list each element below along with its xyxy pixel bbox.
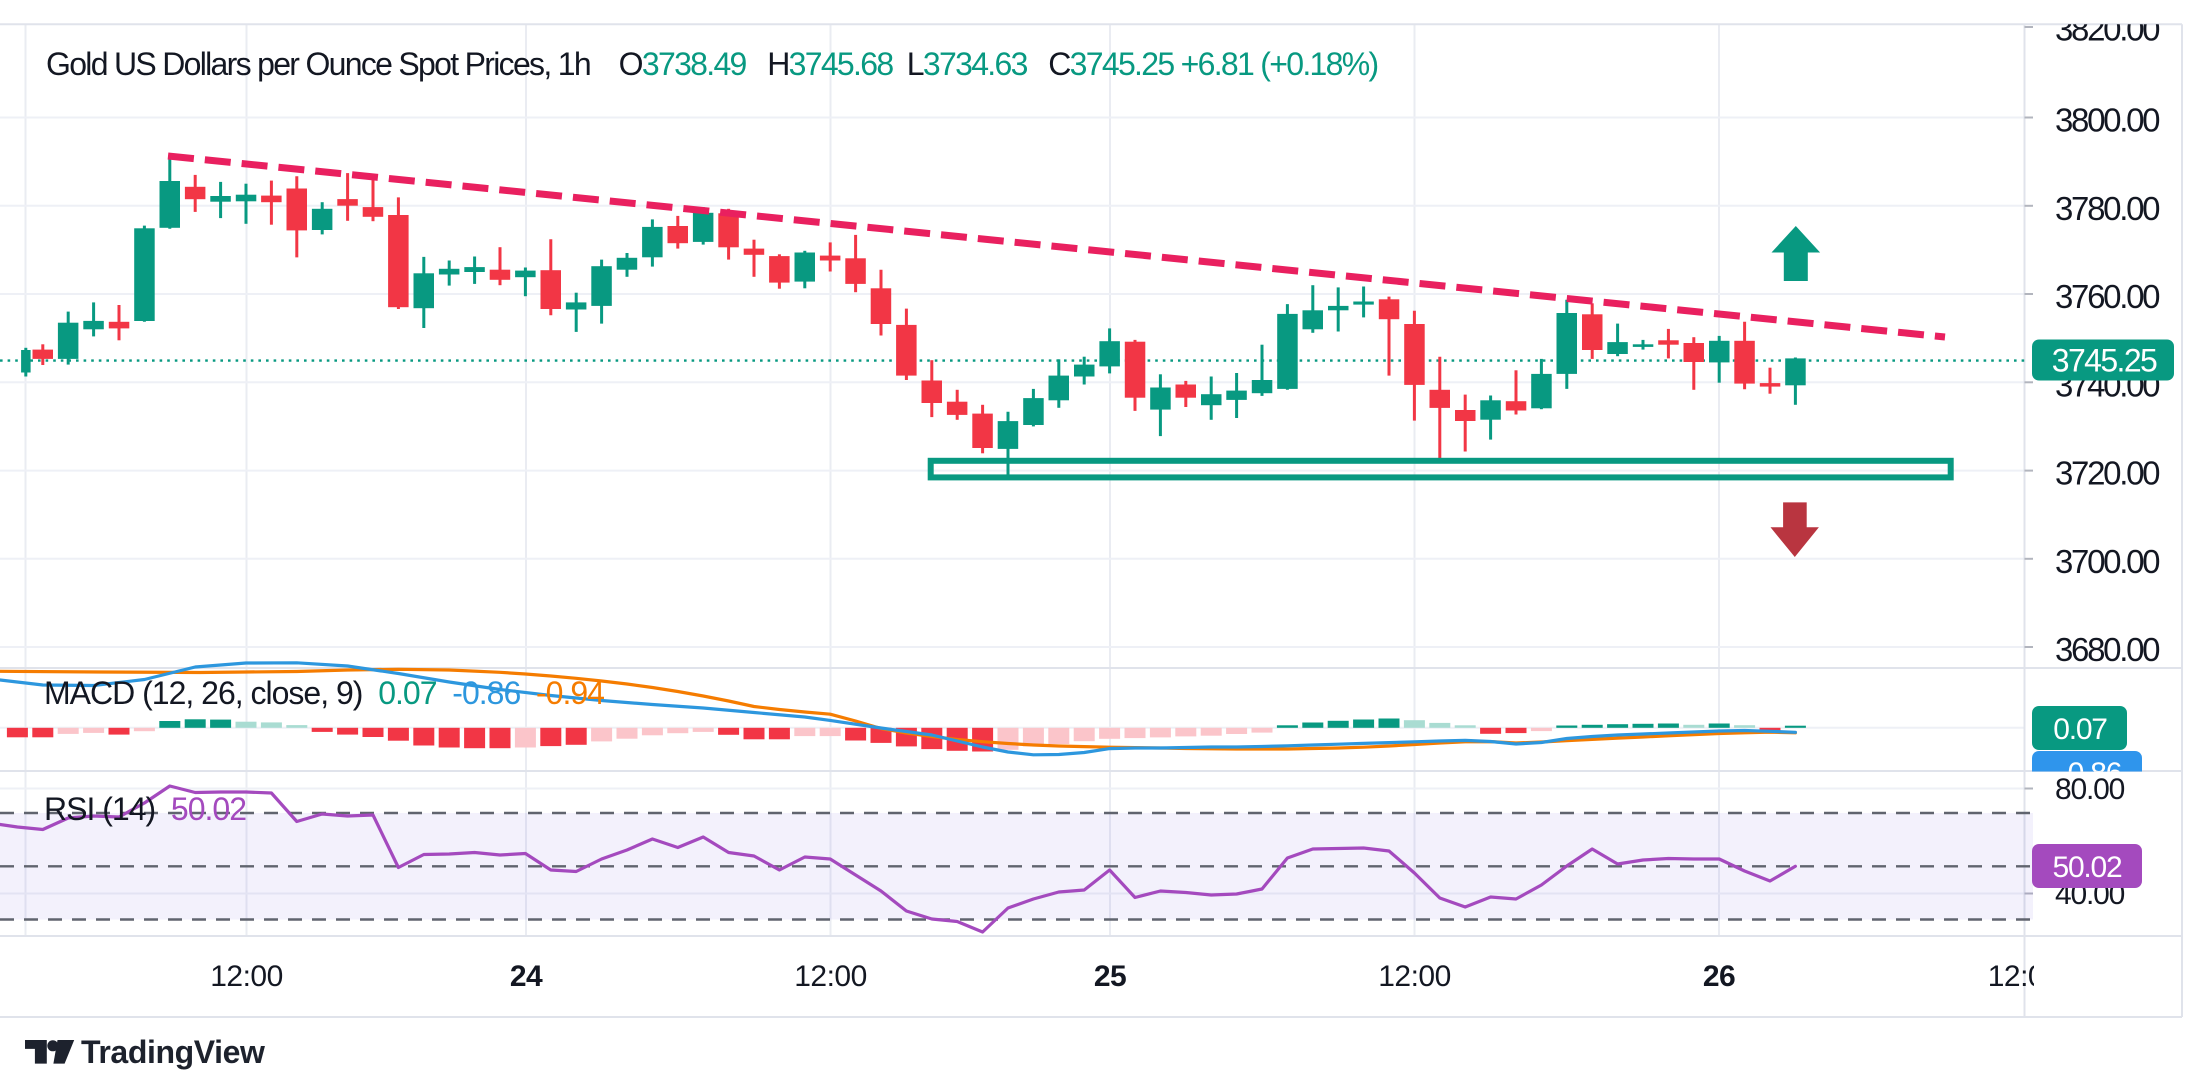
svg-text:50.02: 50.02	[2052, 851, 2122, 884]
svg-text:3720.00: 3720.00	[2055, 455, 2160, 492]
svg-text:3680.00: 3680.00	[2055, 631, 2160, 668]
svg-text:12:00: 12:00	[794, 960, 867, 993]
svg-text:12:00: 12:00	[210, 960, 283, 993]
svg-text:12:00: 12:00	[1988, 960, 2061, 993]
svg-text:TradingView: TradingView	[81, 1034, 265, 1070]
svg-text:-0.86: -0.86	[2059, 757, 2122, 790]
svg-text:25: 25	[1094, 960, 1126, 993]
svg-text:RSI (14) 50.02: RSI (14) 50.02	[44, 791, 246, 827]
svg-text:80.00: 80.00	[2055, 773, 2125, 806]
svg-text:MACD (12, 26, close, 9) 0.07: MACD (12, 26, close, 9) 0.07 -0.86 -0.94	[44, 675, 604, 711]
svg-text:3760.00: 3760.00	[2055, 278, 2160, 315]
svg-text:24: 24	[510, 960, 543, 993]
svg-text:3800.00: 3800.00	[2055, 102, 2160, 139]
svg-text:3745.25: 3745.25	[2052, 343, 2157, 379]
svg-text:12:00: 12:00	[1378, 960, 1451, 993]
svg-text:26: 26	[1703, 960, 1735, 993]
svg-text:3700.00: 3700.00	[2055, 543, 2160, 580]
svg-text:3780.00: 3780.00	[2055, 190, 2160, 227]
svg-text:Gold US Dollars per Ounce Spot: Gold US Dollars per Ounce Spot Prices, 1…	[46, 46, 1377, 82]
svg-text:3820.00: 3820.00	[2055, 11, 2160, 48]
svg-text:0.07: 0.07	[2053, 713, 2107, 746]
